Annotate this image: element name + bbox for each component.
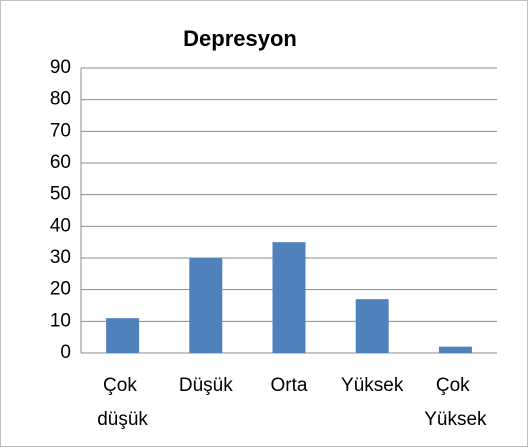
y-tick-label: 70 [50, 120, 71, 141]
y-tick-label: 60 [50, 152, 71, 173]
bar [106, 318, 140, 353]
x-tick-label-line: Çok [103, 375, 142, 396]
x-tick-label: Düşük [179, 375, 233, 396]
x-tick-label-line: Çok [436, 375, 475, 396]
x-tick-label: Çok düşük [97, 375, 148, 430]
x-tick-label: Orta [271, 375, 308, 396]
bar [272, 242, 306, 353]
x-tick-label: Çok Yüksek [424, 375, 487, 430]
y-tick-label: 90 [50, 57, 71, 78]
x-tick-label-line: Yüksek [424, 409, 487, 430]
y-tick-label: 0 [60, 342, 71, 363]
chart-title: Depresyon [183, 26, 297, 51]
y-tick-label: 30 [50, 247, 71, 268]
y-tick-label: 50 [50, 184, 71, 205]
bar [355, 299, 389, 353]
y-tick-label: 10 [50, 310, 71, 331]
bar [438, 346, 472, 353]
y-tick-label: 20 [50, 279, 71, 300]
y-tick-label: 40 [50, 215, 71, 236]
bar [189, 258, 223, 353]
y-tick-label: 80 [50, 89, 71, 110]
x-tick-label: Yüksek [341, 375, 404, 396]
x-tick-label-line: düşük [97, 409, 148, 430]
